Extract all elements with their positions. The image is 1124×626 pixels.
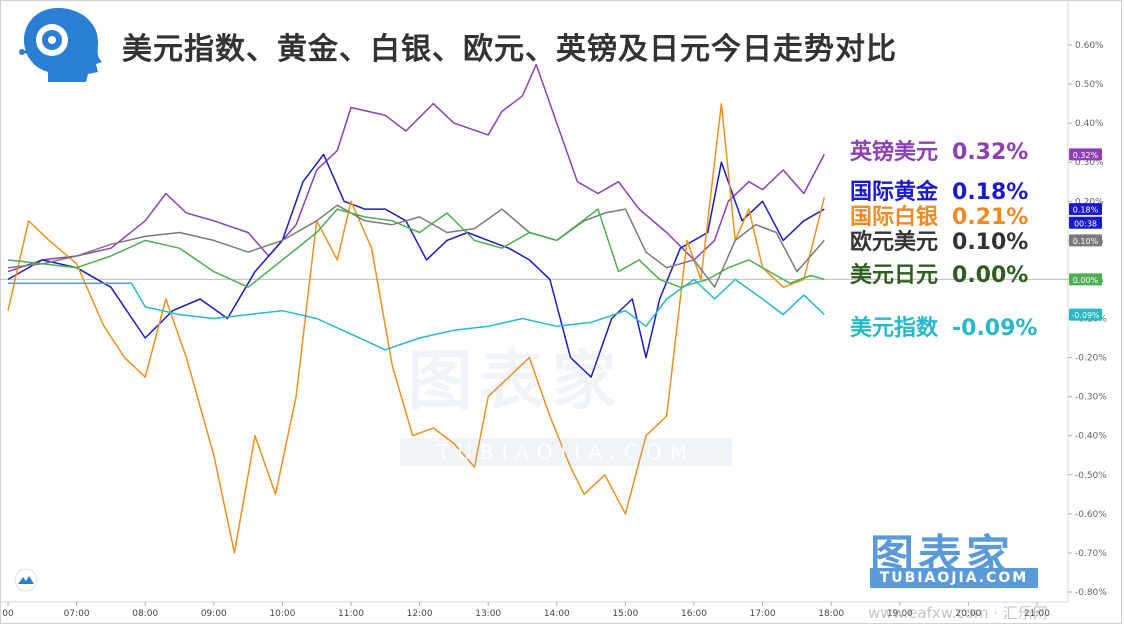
price-tag: -0.09% — [1069, 308, 1102, 321]
legend-item-silver: 国际白银 0.21% — [850, 199, 1028, 231]
x-tick-label: 14:00 — [544, 609, 570, 619]
y-tick-label: 0.40% — [1075, 119, 1104, 129]
legend-name: 国际白银 — [850, 205, 939, 230]
y-tick-label: -0.40% — [1075, 432, 1107, 442]
x-tick-label: 00 — [2, 609, 14, 619]
legend-item-dxy: 美元指数 -0.09% — [850, 310, 1037, 342]
price-tag-label: 00:38 — [1074, 219, 1097, 228]
y-tick-label: -0.60% — [1075, 510, 1107, 520]
legend-value: 0.10% — [952, 230, 1029, 255]
legend-item-gold: 国际黄金 0.18% — [850, 174, 1028, 206]
price-tag-label: 0.10% — [1073, 237, 1099, 246]
series-line-4 — [7, 208, 825, 288]
x-tick-label: 18:00 — [818, 609, 844, 619]
legend-value: -0.09% — [952, 316, 1038, 341]
y-tick-label: 0.60% — [1075, 41, 1104, 51]
series-line-5 — [8, 278, 825, 351]
price-tag: 00:38 — [1069, 216, 1102, 229]
x-tick-label: 11:00 — [338, 609, 364, 619]
x-tick-label: 17:00 — [750, 609, 776, 619]
tradingview-logo-icon[interactable] — [14, 568, 38, 596]
x-tick-label: 16:00 — [681, 609, 707, 619]
x-tick-label: 19:00 — [887, 609, 913, 619]
legend-name: 欧元美元 — [850, 230, 939, 255]
y-tick-label: -0.30% — [1075, 393, 1107, 403]
x-tick-label: 10:00 — [269, 609, 295, 619]
legend-name: 美元指数 — [850, 316, 939, 341]
legend-value: 0.00% — [952, 263, 1029, 288]
legend-name: 国际黄金 — [850, 180, 939, 205]
legend-item-eur: 欧元美元 0.10% — [850, 224, 1028, 256]
watermark-site: www.eafxw.com · 汇乐网 — [868, 604, 1048, 622]
x-tick-label: 20:00 — [955, 609, 981, 619]
chart-title: 美元指数、黄金、白银、欧元、英镑及日元今日走势对比 — [122, 32, 897, 67]
price-tag: 0.00% — [1069, 273, 1102, 286]
series-line-0 — [7, 63, 825, 273]
x-tick-label: 21:00 — [1024, 609, 1050, 619]
legend-value: 0.32% — [952, 140, 1029, 165]
y-tick-label: 0.20% — [1075, 197, 1104, 207]
legend-item-jpy: 美元日元 0.00% — [850, 257, 1028, 289]
legend-item-gbp: 英镑美元 0.32% — [850, 134, 1028, 166]
brand-logo-subtext: TUBIAOJIA.COM — [870, 568, 1038, 588]
series-layer — [7, 63, 826, 554]
x-tick-label: 12:00 — [407, 609, 433, 619]
price-tag: 0.10% — [1069, 234, 1102, 247]
legend-value: 0.18% — [952, 180, 1029, 205]
price-tag-label: 0.00% — [1073, 276, 1099, 285]
series-line-2 — [7, 102, 826, 554]
x-tick-label: 08:00 — [132, 609, 158, 619]
legend-name: 美元日元 — [850, 263, 939, 288]
price-tag: 0.18% — [1069, 203, 1102, 216]
y-tick-label: 0.50% — [1075, 80, 1104, 90]
price-tag: 0.32% — [1069, 148, 1102, 161]
legend-name: 英镑美元 — [850, 140, 939, 165]
x-tick-label: 13:00 — [475, 609, 501, 619]
y-tick-label: -0.20% — [1075, 354, 1107, 364]
price-tag-label: 0.18% — [1073, 206, 1099, 215]
robot-head-logo-icon — [18, 6, 104, 86]
x-tick-label: 07:00 — [64, 609, 90, 619]
watermark-sub: TUBIAOJIA.COM — [400, 438, 732, 466]
x-tick-label: 09:00 — [201, 609, 227, 619]
watermark-main: 图表家 — [408, 345, 624, 419]
y-tick-label: 0.30% — [1075, 158, 1104, 168]
x-tick-label: 15:00 — [612, 609, 638, 619]
y-tick-label: -0.80% — [1075, 588, 1107, 598]
price-tag-label: 0.32% — [1073, 151, 1099, 160]
y-tick-label: -0.50% — [1075, 471, 1107, 481]
y-tick-label: -0.70% — [1075, 549, 1107, 559]
price-tag-layer: 0.32% 0.18% 00:38 0.10% 0.00% -0.09% — [1069, 148, 1102, 321]
legend-value: 0.21% — [952, 205, 1029, 230]
series-line-3 — [7, 204, 825, 288]
price-tag-label: -0.09% — [1071, 311, 1100, 320]
